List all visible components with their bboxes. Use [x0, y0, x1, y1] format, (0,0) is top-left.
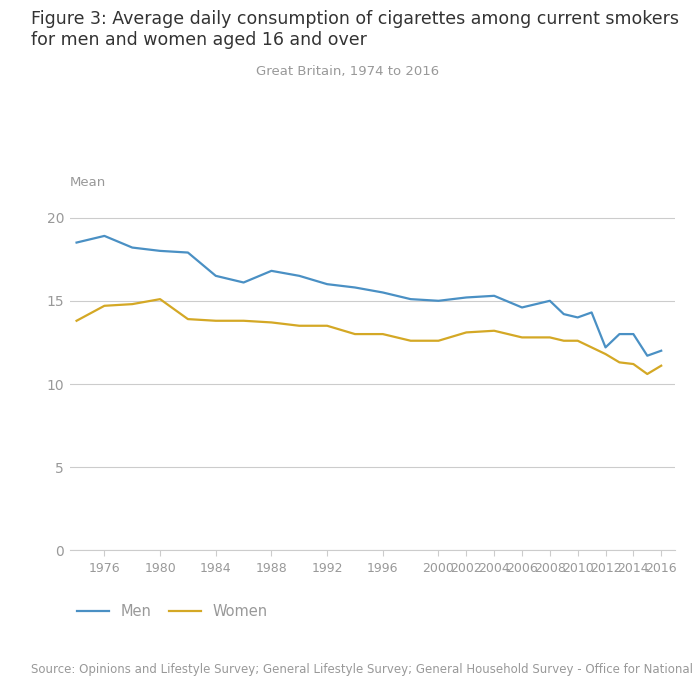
Women — [351, 330, 359, 338]
Men — [629, 330, 638, 338]
Women — [629, 360, 638, 368]
Men — [587, 308, 596, 316]
Men — [490, 292, 498, 300]
Men — [351, 283, 359, 292]
Women — [546, 333, 554, 341]
Women — [601, 350, 610, 358]
Text: for men and women aged 16 and over: for men and women aged 16 and over — [31, 31, 367, 49]
Text: Great Britain, 1974 to 2016: Great Britain, 1974 to 2016 — [256, 65, 440, 78]
Women — [560, 336, 568, 345]
Women — [574, 336, 582, 345]
Men — [434, 297, 443, 305]
Men — [100, 232, 109, 240]
Women — [406, 336, 415, 345]
Men — [560, 310, 568, 319]
Men — [657, 347, 665, 355]
Women — [518, 333, 526, 341]
Women — [643, 370, 651, 378]
Women — [587, 343, 596, 352]
Women — [657, 362, 665, 370]
Men — [379, 288, 387, 297]
Text: Figure 3: Average daily consumption of cigarettes among current smokers: Figure 3: Average daily consumption of c… — [31, 10, 679, 28]
Women — [295, 321, 303, 330]
Men — [574, 313, 582, 321]
Men — [267, 267, 276, 275]
Line: Women: Women — [77, 299, 661, 374]
Women — [128, 300, 136, 308]
Men — [184, 248, 192, 257]
Women — [462, 328, 470, 336]
Men — [643, 352, 651, 360]
Men — [156, 247, 164, 255]
Men — [462, 293, 470, 301]
Line: Men: Men — [77, 236, 661, 356]
Women — [212, 316, 220, 325]
Women — [379, 330, 387, 338]
Men — [323, 280, 331, 288]
Women — [72, 316, 81, 325]
Men — [72, 239, 81, 247]
Men — [546, 297, 554, 305]
Men — [128, 244, 136, 252]
Women — [490, 327, 498, 335]
Text: Source: Opinions and Lifestyle Survey; General Lifestyle Survey; General Househo: Source: Opinions and Lifestyle Survey; G… — [31, 663, 696, 676]
Women — [156, 295, 164, 303]
Women — [239, 316, 248, 325]
Women — [184, 315, 192, 323]
Women — [434, 336, 443, 345]
Men — [239, 279, 248, 287]
Men — [518, 303, 526, 312]
Women — [100, 301, 109, 310]
Legend: Men, Women: Men, Women — [77, 604, 268, 619]
Men — [295, 272, 303, 280]
Women — [323, 321, 331, 330]
Men — [406, 295, 415, 303]
Text: Mean: Mean — [70, 176, 106, 189]
Women — [615, 358, 624, 367]
Men — [615, 330, 624, 338]
Men — [601, 343, 610, 352]
Women — [267, 319, 276, 327]
Men — [212, 272, 220, 280]
